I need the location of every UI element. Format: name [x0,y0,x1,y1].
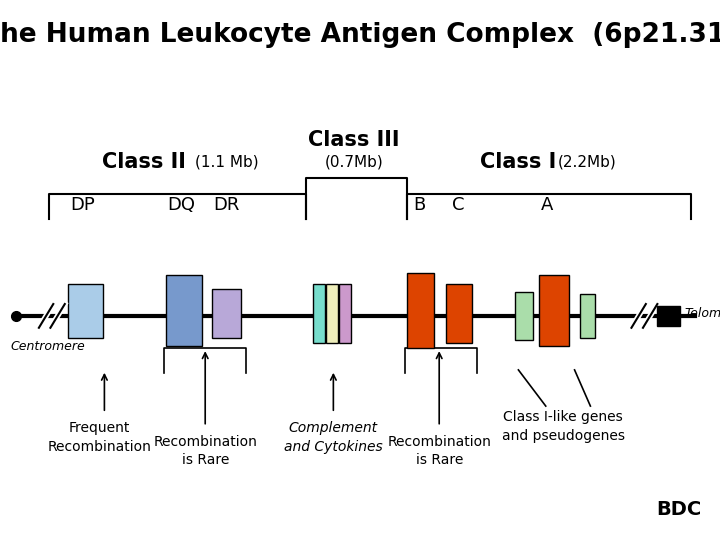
Bar [539,275,569,346]
Text: DR: DR [214,196,240,214]
Text: Frequent
Recombination: Frequent Recombination [48,421,151,454]
Bar [339,284,351,343]
Text: Class III: Class III [308,130,400,151]
Text: Complement
and Cytokines: Complement and Cytokines [284,421,383,454]
Text: (2.2Mb): (2.2Mb) [557,154,616,170]
Bar [68,284,103,338]
Bar [407,273,434,348]
Bar [326,284,338,343]
Text: Class I: Class I [480,152,557,172]
Bar [657,306,680,326]
Bar [166,275,202,346]
Text: DQ: DQ [168,196,195,214]
Bar [212,289,241,338]
Text: BDC: BDC [657,501,702,519]
Text: Telomere: Telomere [684,307,720,320]
Text: Recombination
is Rare: Recombination is Rare [387,435,491,467]
Bar [580,294,595,338]
Text: (1.1 Mb): (1.1 Mb) [195,154,258,170]
Text: C: C [452,196,465,214]
Text: Class II: Class II [102,152,186,172]
Text: B: B [413,196,426,214]
Text: (0.7Mb): (0.7Mb) [325,154,384,170]
Bar [515,292,533,340]
Text: Class I-like genes
and pseudogenes: Class I-like genes and pseudogenes [502,410,624,443]
Text: The Human Leukocyte Antigen Complex  (6p21.31): The Human Leukocyte Antigen Complex (6p2… [0,22,720,48]
Text: DP: DP [71,196,95,214]
Bar [313,284,325,343]
Bar [446,284,472,343]
Text: Recombination
is Rare: Recombination is Rare [153,435,257,467]
Text: A: A [541,196,554,214]
Text: Centromere: Centromere [11,340,86,353]
